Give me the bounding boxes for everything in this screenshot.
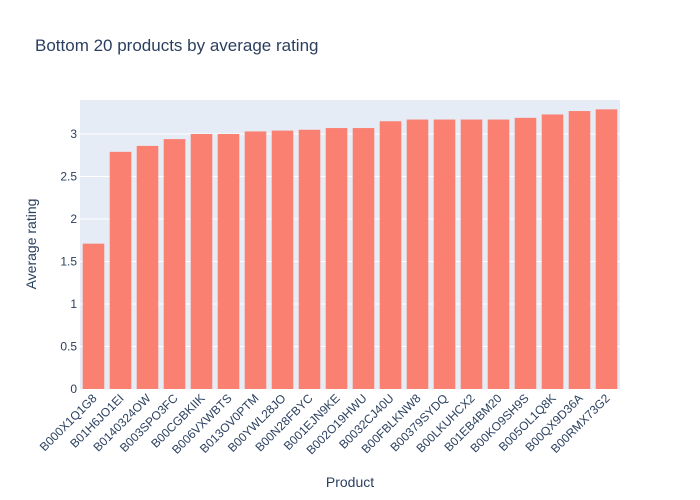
bar xyxy=(460,119,483,390)
bar xyxy=(406,119,429,390)
chart-title: Bottom 20 products by average rating xyxy=(35,36,319,55)
bars xyxy=(82,109,618,390)
bar xyxy=(595,109,618,389)
bar xyxy=(352,128,375,390)
x-axis-title: Product xyxy=(326,474,374,490)
bar xyxy=(136,145,159,389)
y-tick-label: 0.5 xyxy=(60,340,77,354)
y-tick-label: 1 xyxy=(70,297,77,311)
y-tick-label: 0 xyxy=(70,382,77,396)
bar xyxy=(514,117,537,389)
y-tick-label: 3 xyxy=(70,127,77,141)
bar xyxy=(271,130,294,389)
bar xyxy=(244,131,267,389)
bar xyxy=(541,114,564,389)
y-tick-label: 1.5 xyxy=(60,255,77,269)
bar xyxy=(487,119,510,390)
bar xyxy=(433,119,456,390)
bar xyxy=(217,134,240,389)
bar xyxy=(568,111,591,390)
bar xyxy=(325,128,348,390)
bar xyxy=(109,151,132,389)
bar xyxy=(379,121,402,389)
y-axis-title: Average rating xyxy=(23,199,39,290)
x-axis-ticks: B000X1Q1G8B01H6JO1EIB0140324OWB003SPO3FC… xyxy=(37,391,613,457)
bar xyxy=(298,129,321,389)
y-axis-ticks: 0 0.5 1 1.5 2 2.5 3 xyxy=(60,127,77,396)
bar xyxy=(163,139,186,389)
bar xyxy=(190,134,213,389)
y-tick-label: 2.5 xyxy=(60,170,77,184)
plot-area xyxy=(80,100,620,389)
bar xyxy=(82,243,105,389)
y-tick-label: 2 xyxy=(70,212,77,226)
